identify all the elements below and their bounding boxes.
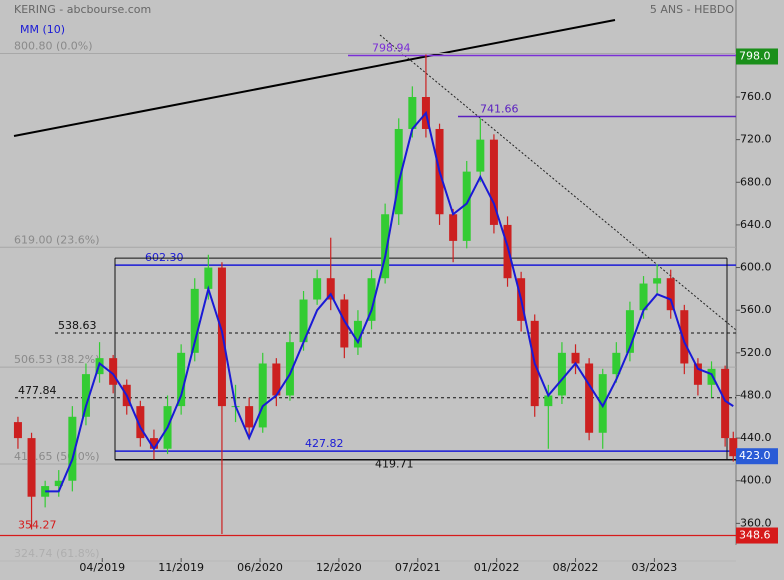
candle-body: [340, 299, 349, 348]
candle-body: [666, 278, 675, 311]
y-tick-label: 440.0: [740, 431, 772, 444]
candle-body: [449, 214, 458, 241]
fibonacci-label: 800.80 (0.0%): [14, 40, 93, 53]
y-tick-label: 760.0: [740, 90, 772, 103]
candle-body: [136, 406, 145, 439]
candle-body: [245, 406, 254, 428]
y-tick-label: 400.0: [740, 474, 772, 487]
candle-body: [353, 320, 362, 348]
level-label: 427.82: [305, 437, 344, 450]
price-badge-label: 798.0: [739, 49, 771, 62]
candle-body: [394, 128, 403, 215]
candle-body: [149, 438, 158, 449]
y-tick-label: 600.0: [740, 261, 772, 274]
candle-body: [272, 363, 281, 396]
candle-body: [81, 374, 90, 417]
candle-body: [381, 214, 390, 279]
fibonacci-label: 506.53 (38.2%): [14, 353, 100, 366]
candle-body: [408, 96, 417, 129]
trend-line: [13, 19, 616, 137]
chart-subtitle: 5 ANS - HEBDO: [650, 3, 734, 16]
candle-body: [612, 352, 621, 375]
x-tick-label: 07/2021: [395, 561, 441, 574]
candle-body: [313, 278, 322, 300]
candle-body: [68, 416, 77, 481]
price-badge: [736, 48, 778, 65]
candle-body: [190, 288, 199, 353]
price-badge-label: 348.6: [739, 529, 771, 542]
candle-body: [625, 310, 634, 353]
moving-average: [45, 110, 734, 493]
candle-body: [557, 352, 566, 396]
candle-body: [653, 278, 662, 284]
candle-body: [285, 342, 294, 396]
candle-body: [177, 352, 186, 407]
candle-body: [707, 368, 716, 385]
x-tick-label: 01/2022: [474, 561, 520, 574]
candle-body: [326, 278, 335, 300]
y-tick-label: 680.0: [740, 175, 772, 188]
candle-body: [299, 299, 308, 343]
level-label: 798.94: [372, 41, 411, 54]
candle-body: [729, 438, 738, 457]
candle-body: [367, 278, 376, 321]
trend-line: [379, 34, 737, 331]
candle-body: [598, 374, 607, 433]
x-tick-label: 11/2019: [158, 561, 204, 574]
candle-body: [489, 139, 498, 225]
candle-body: [462, 171, 471, 241]
candle-body: [693, 363, 702, 385]
candle-body: [27, 438, 36, 497]
level-label: 741.66: [480, 103, 519, 116]
candle-body: [204, 267, 213, 289]
price-badge: [736, 527, 778, 544]
y-tick-label: 560.0: [740, 303, 772, 316]
candle-body: [54, 480, 63, 487]
x-tick-label: 12/2020: [316, 561, 362, 574]
fibonacci-label: 415.65 (50.0%): [14, 450, 100, 463]
legend-entry: MM (10): [20, 23, 65, 36]
candle-body: [639, 283, 648, 311]
x-tick-label: 06/2020: [237, 561, 283, 574]
x-tick-label: 04/2019: [79, 561, 125, 574]
candle-body: [258, 363, 267, 428]
y-tick-label: 480.0: [740, 388, 772, 401]
chart-title: KERING - abcbourse.com: [14, 3, 151, 16]
low-label: 354.27: [18, 518, 57, 531]
candle-body: [13, 422, 22, 439]
x-tick-label: 08/2022: [553, 561, 599, 574]
price-badge: [736, 448, 778, 465]
level-label: 477.84: [18, 384, 57, 397]
y-tick-label: 720.0: [740, 133, 772, 146]
fibonacci-label: 324.74 (61.8%): [14, 547, 100, 560]
y-tick-label: 640.0: [740, 218, 772, 231]
x-tick-label: 03/2023: [632, 561, 678, 574]
y-tick-label: 520.0: [740, 346, 772, 359]
candle-body: [721, 368, 730, 439]
fibonacci-label: 619.00 (23.6%): [14, 233, 100, 246]
candle-body: [476, 139, 485, 172]
candle-body: [680, 310, 689, 364]
candle-body: [571, 352, 580, 364]
price-badge-label: 423.0: [739, 449, 771, 462]
candle-body: [544, 395, 553, 407]
level-label: 538.63: [58, 319, 97, 332]
candle-body: [503, 224, 512, 279]
candle-body: [585, 363, 594, 433]
candle-body: [109, 358, 118, 385]
y-tick-label: 360.0: [740, 516, 772, 529]
level-label: 419.71: [375, 458, 414, 471]
